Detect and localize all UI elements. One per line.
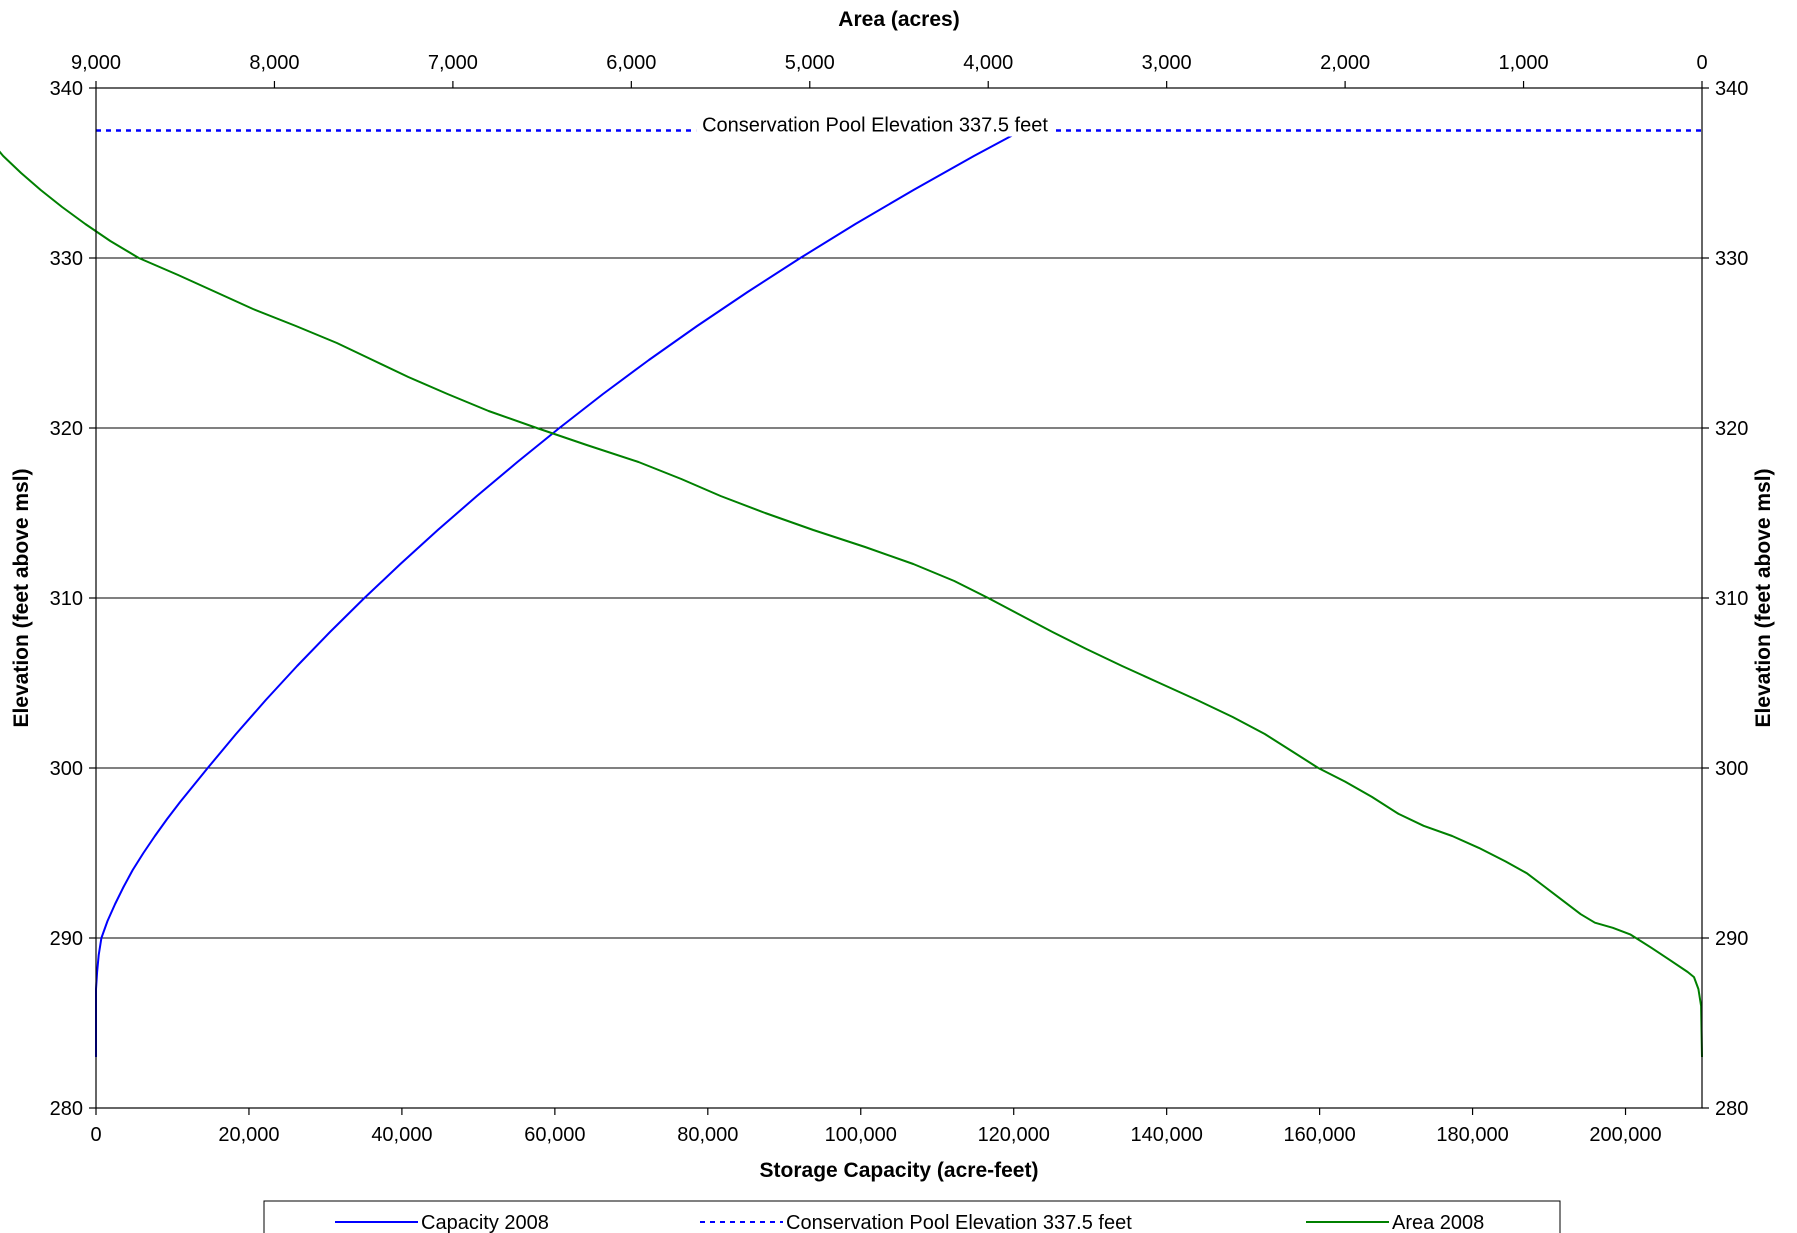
top-x-tick-label: 8,000 [249,52,299,74]
series-line-capacity-2008 [95,129,1022,1057]
y-tick-label: 300 [50,758,83,780]
top-x-tick-label: 1,000 [1499,52,1549,74]
top-x-tick-label: 9,000 [71,52,121,74]
series-line-area-2008 [0,150,1703,1058]
x-tick-label: 180,000 [1436,1124,1508,1146]
y-tick-label: 320 [50,418,83,440]
y-axis-title: Elevation (feet above msl) [10,468,33,727]
right-y-tick-label: 280 [1715,1098,1748,1120]
right-y-tick-label: 290 [1715,928,1748,950]
series-layer [0,129,1703,1058]
axes: 0 20,000 40,000 60,000 80,000 100,000 120,000 1… [50,52,1749,1146]
legend: Capacity 2008 Conservation Pool Elevatio… [263,1200,1561,1233]
legend-box [263,1200,1561,1233]
x-tick-label: 160,000 [1283,1124,1355,1146]
top-x-tick-label: 5,000 [785,52,835,74]
x-tick-label: 40,000 [371,1124,432,1146]
top-x-tick-label: 6,000 [606,52,656,74]
top-x-tick-label: 0 [1696,52,1707,74]
y-tick-label: 330 [50,248,83,270]
y-tick-label: 340 [50,78,83,100]
x-tick-label: 200,000 [1589,1124,1661,1146]
top-x-tick-label: 2,000 [1320,52,1370,74]
x-tick-label: 100,000 [825,1124,897,1146]
x-tick-label: 80,000 [677,1124,738,1146]
right-y-tick-label: 310 [1715,588,1748,610]
annotation-background [696,124,1055,137]
top-x-tick-label: 3,000 [1142,52,1192,74]
x-tick-label: 120,000 [978,1124,1050,1146]
right-y-axis-title: Elevation (feet above msl) [1752,468,1775,727]
legend-label-conservation-pool: Conservation Pool Elevation 337.5 feet [786,1212,1132,1233]
legend-label-area: Area 2008 [1392,1212,1484,1233]
x-tick-label: 60,000 [524,1124,585,1146]
x-tick-label: 140,000 [1131,1124,1203,1146]
top-x-tick-label: 7,000 [428,52,478,74]
conservation-pool-annotation: Conservation Pool Elevation 337.5 feet [702,115,1048,137]
y-tick-label: 280 [50,1098,83,1120]
legend-label-capacity: Capacity 2008 [421,1212,549,1233]
y-tick-label: 310 [50,588,83,610]
right-y-tick-label: 340 [1715,78,1748,100]
y-tick-label: 290 [50,928,83,950]
x-tick-label: 20,000 [218,1124,279,1146]
gridlines [96,257,1702,939]
right-y-tick-label: 320 [1715,418,1748,440]
top-x-tick-label: 4,000 [963,52,1013,74]
top-x-axis-title: Area (acres) [838,8,959,31]
x-axis-title: Storage Capacity (acre-feet) [760,1159,1039,1182]
right-y-tick-label: 330 [1715,248,1748,270]
x-tick-label: 0 [90,1124,101,1146]
right-y-tick-label: 300 [1715,758,1748,780]
